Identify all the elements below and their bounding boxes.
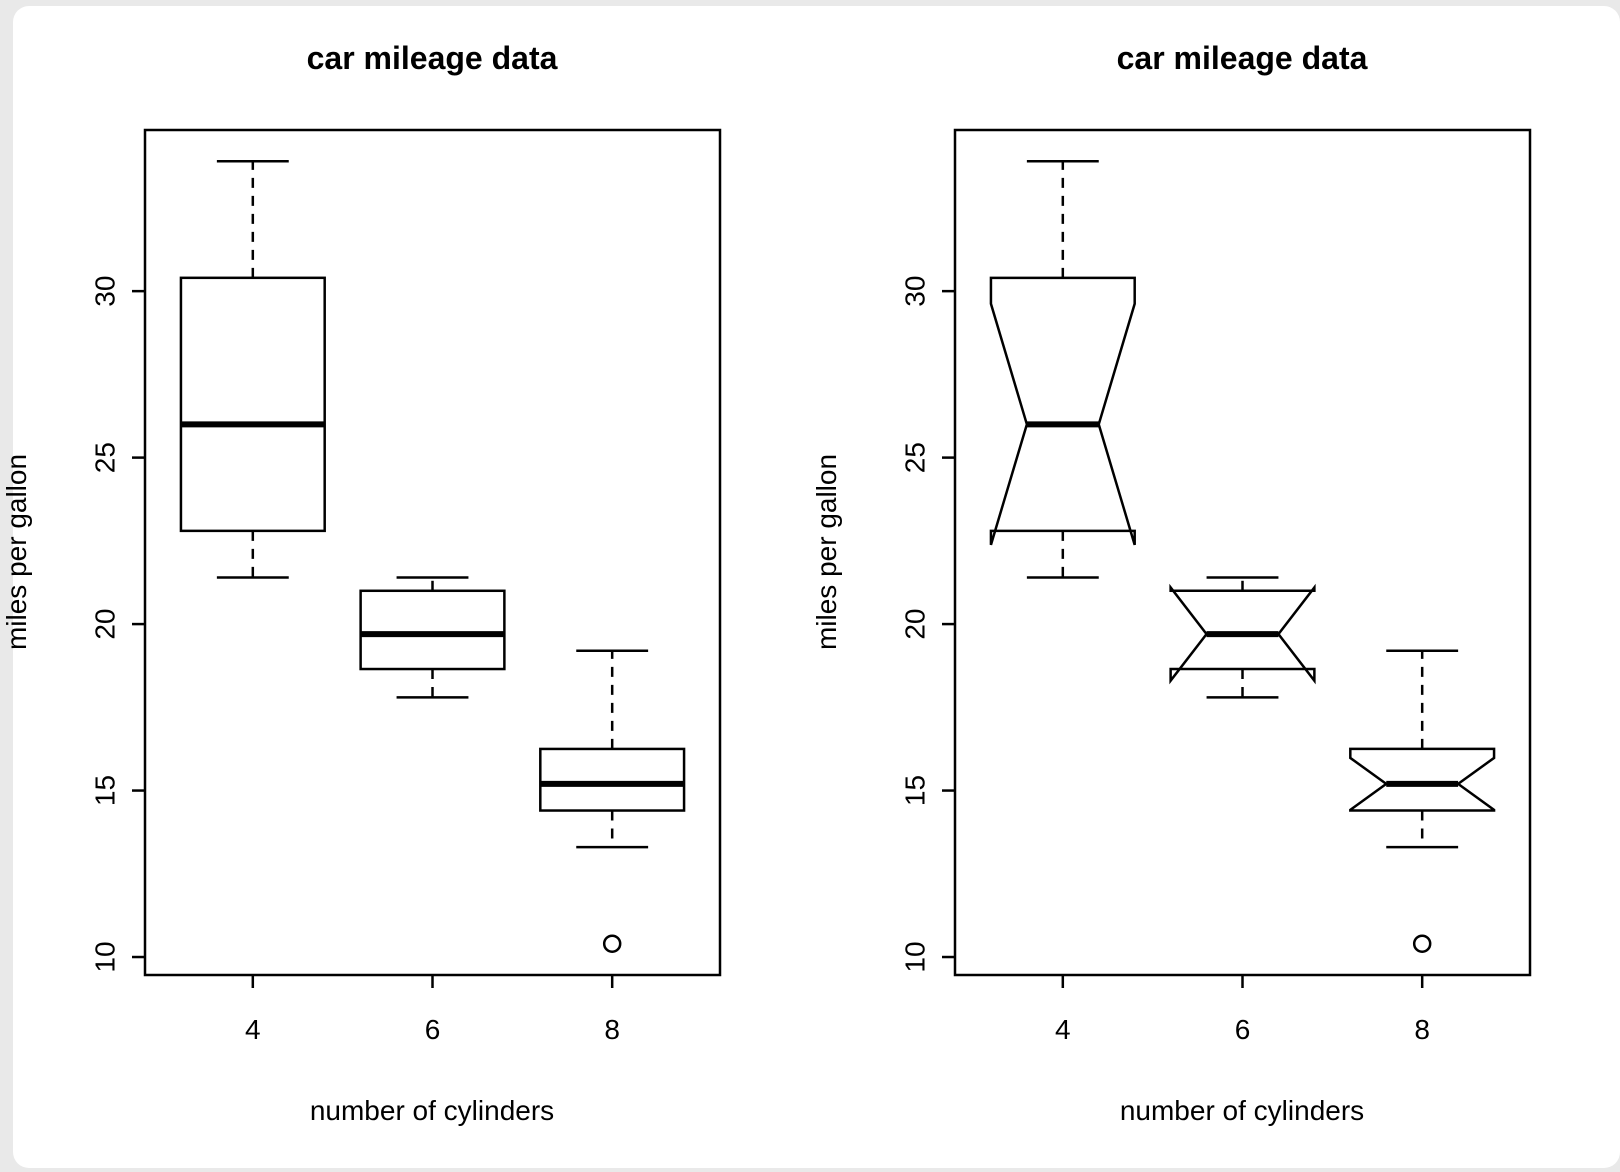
box [539,747,686,812]
y-tick-label: 25 [900,442,931,473]
chart-title: car mileage data [307,40,558,76]
panel-notched-boxplot: car mileage data number of cylinders mil… [810,0,1620,1172]
y-tick-label: 30 [900,276,931,307]
x-tick-label: 6 [1235,1014,1251,1045]
plot-area: 10 15 20 25 30 4 6 8 [90,128,722,1045]
x-axis-label: number of cylinders [310,1095,554,1126]
x-axis-label: number of cylinders [1120,1095,1364,1126]
y-tick-label: 25 [90,442,121,473]
notched-box [1349,747,1496,812]
box-group-8 [1349,649,1496,953]
y-tick-label: 10 [90,941,121,972]
outlier-point [602,934,622,953]
boxplot-svg-left: car mileage data number of cylinders mil… [1,40,722,1126]
panel-standard-boxplot: car mileage data number of cylinders mil… [1,40,722,1126]
y-tick-label: 15 [900,775,931,806]
box-group-8 [539,649,686,953]
x-tick-label: 4 [1055,1014,1071,1045]
box [359,589,506,671]
x-tick-label: 4 [245,1014,261,1045]
outlier-point [1412,934,1432,953]
y-axis-label: miles per gallon [1,454,32,650]
y-tick-label: 15 [90,775,121,806]
y-tick-label: 20 [900,609,931,640]
boxplot-svg-right: car mileage data number of cylinders mil… [811,40,1532,1126]
box-group-4 [989,160,1136,579]
y-tick-label: 30 [90,276,121,307]
chart-title: car mileage data [1117,40,1368,76]
y-tick-label: 20 [90,609,121,640]
x-tick-label: 8 [604,1014,620,1045]
notched-box [989,276,1136,546]
x-tick-label: 6 [425,1014,441,1045]
y-axis-label: miles per gallon [811,454,842,650]
box [179,276,326,533]
plot-area: 10 15 20 25 30 4 6 8 [900,128,1532,1045]
y-tick-label: 10 [900,941,931,972]
box-group-6 [1169,576,1316,699]
box-group-4 [179,160,326,579]
box-group-6 [359,576,506,699]
x-tick-label: 8 [1414,1014,1430,1045]
